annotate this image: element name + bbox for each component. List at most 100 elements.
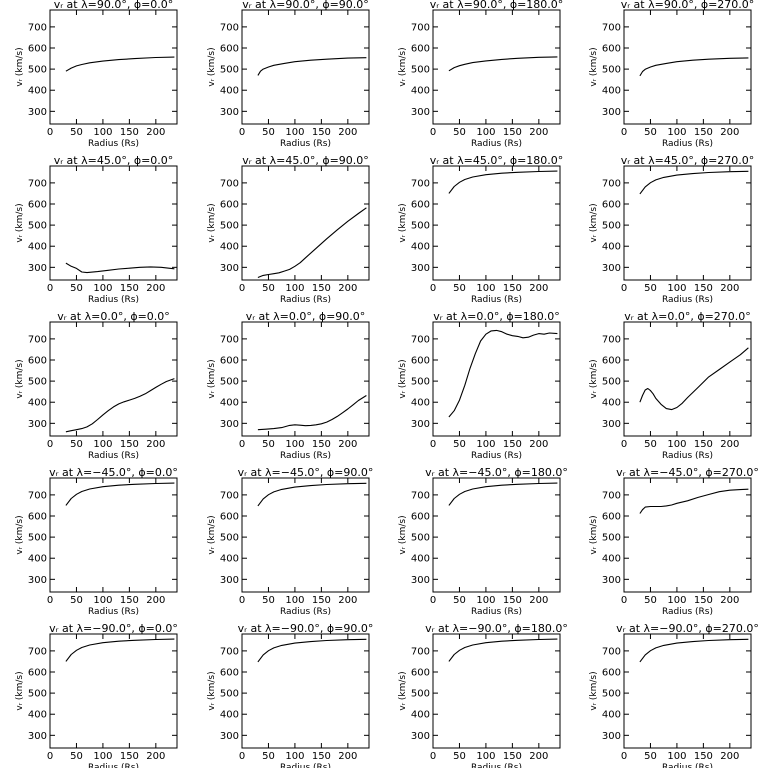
y-axis-label: vᵣ (km/s) bbox=[589, 47, 599, 86]
y-tick-label: 700 bbox=[28, 646, 47, 657]
x-axis-label: Radius (Rs) bbox=[471, 451, 522, 461]
x-tick-label: 150 bbox=[120, 127, 139, 138]
velocity-line bbox=[257, 482, 367, 507]
x-tick-label: 200 bbox=[338, 751, 357, 762]
x-tick-label: 0 bbox=[621, 595, 627, 606]
y-tick-label: 500 bbox=[602, 65, 621, 76]
x-tick-label: 150 bbox=[312, 283, 331, 294]
y-axis-label: vᵣ (km/s) bbox=[589, 515, 599, 554]
x-tick-label: 100 bbox=[93, 595, 112, 606]
panel-title: vᵣ at λ=45.0°, ϕ=270.0° bbox=[621, 154, 755, 167]
y-tick-label: 500 bbox=[28, 65, 47, 76]
x-tick-label: 0 bbox=[239, 439, 245, 450]
y-tick-label: 600 bbox=[28, 44, 47, 55]
panel-title: vᵣ at λ=90.0°, ϕ=180.0° bbox=[430, 0, 564, 11]
x-tick-label: 0 bbox=[239, 595, 245, 606]
panel-7: vᵣ at λ=45.0°, ϕ=180.0° 0 50 100 150 200 300 40… bbox=[398, 154, 563, 305]
x-axis-label: Radius (Rs) bbox=[662, 139, 713, 149]
y-tick-label: 400 bbox=[411, 86, 430, 97]
x-tick-label: 100 bbox=[476, 751, 495, 762]
plot-frame bbox=[623, 9, 752, 125]
y-tick-label: 300 bbox=[220, 263, 239, 274]
x-tick-label: 50 bbox=[453, 751, 466, 762]
x-axis-label: Radius (Rs) bbox=[280, 763, 331, 768]
x-tick-label: 0 bbox=[239, 283, 245, 294]
y-tick-label: 400 bbox=[602, 710, 621, 721]
x-tick-label: 150 bbox=[694, 751, 713, 762]
x-tick-label: 200 bbox=[720, 751, 739, 762]
y-tick-label: 500 bbox=[220, 689, 239, 700]
y-axis-label: vᵣ (km/s) bbox=[15, 671, 25, 710]
x-tick-label: 200 bbox=[146, 283, 165, 294]
x-axis-label: Radius (Rs) bbox=[88, 295, 139, 305]
y-tick-label: 400 bbox=[602, 554, 621, 565]
x-axis-label: Radius (Rs) bbox=[471, 607, 522, 617]
y-axis-label: vᵣ (km/s) bbox=[398, 359, 408, 398]
x-tick-label: 100 bbox=[476, 283, 495, 294]
velocity-line bbox=[257, 207, 367, 279]
y-tick-label: 400 bbox=[28, 398, 47, 409]
y-tick-label: 600 bbox=[411, 668, 430, 679]
y-tick-label: 400 bbox=[602, 242, 621, 253]
plot-frame bbox=[241, 321, 370, 437]
y-axis-label: vᵣ (km/s) bbox=[207, 203, 217, 242]
y-tick-label: 600 bbox=[602, 668, 621, 679]
velocity-line bbox=[257, 57, 367, 76]
plot-frame bbox=[241, 9, 370, 125]
x-tick-label: 0 bbox=[47, 127, 53, 138]
y-tick-label: 300 bbox=[220, 575, 239, 586]
y-tick-label: 400 bbox=[411, 710, 430, 721]
panel-title: vᵣ at λ=−90.0°, ϕ=270.0° bbox=[616, 622, 759, 635]
x-tick-label: 100 bbox=[285, 283, 304, 294]
x-tick-label: 200 bbox=[720, 283, 739, 294]
y-tick-label: 300 bbox=[28, 419, 47, 430]
x-tick-label: 0 bbox=[239, 127, 245, 138]
y-axis-label: vᵣ (km/s) bbox=[207, 47, 217, 86]
x-tick-label: 0 bbox=[430, 439, 436, 450]
y-tick-label: 400 bbox=[411, 554, 430, 565]
y-axis-label: vᵣ (km/s) bbox=[15, 47, 25, 86]
y-tick-label: 600 bbox=[220, 200, 239, 211]
velocity-line bbox=[65, 378, 175, 433]
x-tick-label: 150 bbox=[503, 595, 522, 606]
x-tick-label: 100 bbox=[93, 283, 112, 294]
y-tick-label: 300 bbox=[220, 419, 239, 430]
x-tick-label: 200 bbox=[146, 127, 165, 138]
y-tick-label: 300 bbox=[220, 731, 239, 742]
x-tick-label: 50 bbox=[262, 283, 275, 294]
panel-title: vᵣ at λ=−45.0°, ϕ=180.0° bbox=[425, 466, 568, 479]
x-tick-label: 0 bbox=[430, 595, 436, 606]
y-tick-label: 300 bbox=[411, 419, 430, 430]
y-tick-label: 600 bbox=[28, 200, 47, 211]
x-tick-label: 0 bbox=[47, 439, 53, 450]
y-axis-label: vᵣ (km/s) bbox=[207, 671, 217, 710]
x-axis-label: Radius (Rs) bbox=[662, 451, 713, 461]
x-tick-label: 200 bbox=[338, 283, 357, 294]
x-tick-label: 100 bbox=[476, 439, 495, 450]
plot-frame bbox=[432, 165, 561, 281]
x-tick-label: 50 bbox=[453, 283, 466, 294]
x-tick-label: 200 bbox=[338, 439, 357, 450]
x-tick-label: 0 bbox=[47, 595, 53, 606]
velocity-line bbox=[448, 170, 558, 194]
panel-title: vᵣ at λ=−90.0°, ϕ=0.0° bbox=[49, 622, 178, 635]
velocity-line bbox=[65, 262, 175, 274]
y-tick-label: 700 bbox=[28, 22, 47, 33]
y-axis-label: vᵣ (km/s) bbox=[398, 47, 408, 86]
x-axis-label: Radius (Rs) bbox=[88, 139, 139, 149]
x-tick-label: 150 bbox=[312, 595, 331, 606]
y-tick-label: 700 bbox=[411, 334, 430, 345]
x-tick-label: 100 bbox=[93, 751, 112, 762]
y-tick-label: 500 bbox=[220, 65, 239, 76]
y-tick-label: 700 bbox=[28, 178, 47, 189]
y-tick-label: 700 bbox=[220, 490, 239, 501]
x-tick-label: 50 bbox=[70, 595, 83, 606]
y-tick-label: 700 bbox=[602, 334, 621, 345]
y-tick-label: 500 bbox=[411, 377, 430, 388]
plot-frame bbox=[432, 321, 561, 437]
panel-9: vᵣ at λ=0.0°, ϕ=0.0° 0 50 100 150 200 300 400 50… bbox=[15, 310, 178, 461]
y-tick-label: 300 bbox=[411, 107, 430, 118]
y-axis-label: vᵣ (km/s) bbox=[15, 359, 25, 398]
panel-11: vᵣ at λ=0.0°, ϕ=180.0° 0 50 100 150 200 300 400… bbox=[398, 310, 561, 461]
